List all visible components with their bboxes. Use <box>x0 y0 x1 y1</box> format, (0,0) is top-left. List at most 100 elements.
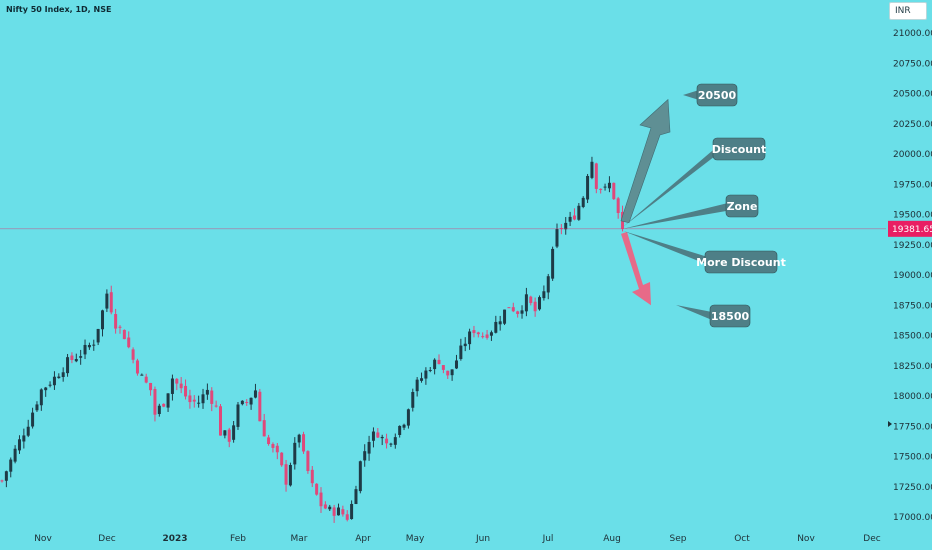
price-tick-label: 17750.00 <box>893 422 932 432</box>
callout-text: More Discount <box>696 256 786 269</box>
candle-body <box>511 307 515 312</box>
candle-body <box>590 161 594 178</box>
time-tick-label: Jul <box>542 534 554 544</box>
candle-body <box>4 471 8 481</box>
candle-body <box>503 309 507 324</box>
price-tick-label: 19250.00 <box>893 241 932 251</box>
candle-body <box>61 372 65 377</box>
candle-body <box>258 391 262 422</box>
candle-body <box>127 337 131 348</box>
price-tick-label: 17250.00 <box>893 483 932 493</box>
last-price-label: 19381.65 <box>892 225 932 235</box>
candle-body <box>415 379 419 392</box>
candle-body <box>564 222 568 230</box>
candle-body <box>476 332 480 335</box>
candle-body <box>315 483 319 495</box>
callout-box <box>725 194 759 218</box>
candle-body <box>520 310 524 314</box>
candle-body <box>533 301 537 312</box>
time-tick-label: Jun <box>475 534 490 544</box>
callout-more-discount[interactable]: More Discount <box>623 230 786 274</box>
candle-body <box>66 357 70 374</box>
candle-body <box>0 480 4 482</box>
up-arrow-icon[interactable] <box>620 98 671 224</box>
candle-body <box>26 426 30 436</box>
candle-body <box>179 383 183 389</box>
callout-20500[interactable]: 20500 <box>683 83 738 107</box>
candle-body <box>468 331 472 345</box>
candle-body <box>363 451 367 461</box>
candle-body <box>454 360 458 369</box>
candle-body <box>170 378 174 394</box>
candle-body <box>214 405 218 407</box>
candle-body <box>420 378 424 381</box>
currency-selector[interactable]: INR <box>889 2 927 20</box>
candle-body <box>249 397 253 405</box>
candle-body <box>109 292 113 313</box>
time-tick-label: Nov <box>34 534 52 544</box>
candle-body <box>280 452 284 466</box>
candle-body <box>437 359 441 365</box>
candle-body <box>607 182 611 189</box>
time-tick-label: Aug <box>603 534 621 544</box>
price-tick-label: 19500.00 <box>893 211 932 221</box>
candle-body <box>428 370 432 372</box>
candle-body <box>306 451 310 472</box>
candle-body <box>389 443 393 445</box>
candle-body <box>293 442 297 465</box>
candle-body <box>581 197 585 207</box>
candle-body <box>393 437 397 445</box>
callout-box <box>696 83 738 107</box>
candle-body <box>275 445 279 453</box>
candle-body <box>524 294 528 312</box>
down-arrow-icon[interactable] <box>621 231 651 306</box>
candle-body <box>288 464 292 486</box>
candle-body <box>297 434 301 443</box>
candle-body <box>446 370 450 376</box>
candle-body <box>232 425 236 440</box>
drawings-layer[interactable]: 20500 Discount Zone More Discount 18500 <box>620 83 786 328</box>
candle-body <box>433 359 437 370</box>
price-axis[interactable]: 21000.00 20750.00 20500.00 20250.00 20000.00… <box>893 29 932 523</box>
candle-body <box>406 409 410 426</box>
candle-body <box>507 307 511 309</box>
candle-body <box>144 376 148 383</box>
candle-body <box>599 188 603 190</box>
candle-body <box>122 329 126 340</box>
candle-body <box>542 291 546 299</box>
candle-body <box>96 328 100 343</box>
candle-body <box>166 393 170 408</box>
candle-body <box>319 492 323 507</box>
callout-box <box>712 137 766 161</box>
candle-body <box>192 399 196 402</box>
candle-body <box>546 276 550 293</box>
candle-body <box>201 394 205 404</box>
candle-body <box>39 389 43 406</box>
candle-body <box>92 344 96 346</box>
candle-body <box>572 215 576 220</box>
axis-scroll-caret-icon[interactable] <box>888 421 892 427</box>
price-tick-label: 19750.00 <box>893 180 932 190</box>
callout-discount[interactable]: Discount <box>623 137 766 227</box>
price-tick-label: 17000.00 <box>893 513 932 523</box>
time-tick-label: Apr <box>355 534 371 544</box>
candle-body <box>79 356 83 358</box>
candle-body <box>616 198 620 214</box>
time-tick-label: May <box>406 534 425 544</box>
candle-body <box>131 349 135 360</box>
candle-body <box>9 459 13 472</box>
time-tick-label: Nov <box>797 534 815 544</box>
candle-body <box>350 503 354 520</box>
candle-body <box>253 390 257 398</box>
candle-body <box>411 391 415 408</box>
callout-pointer <box>623 145 719 227</box>
callout-zone[interactable]: Zone <box>623 194 759 229</box>
candle-body <box>323 504 327 509</box>
candle-body <box>219 406 222 436</box>
callout-18500[interactable]: 18500 <box>676 304 751 328</box>
time-axis[interactable]: Nov Dec 2023 Feb Mar Apr May Jun Jul Aug Sep Oct Nov… <box>34 534 881 544</box>
candle-body <box>459 345 463 360</box>
candle-body <box>586 175 590 200</box>
candle-body <box>463 343 467 347</box>
